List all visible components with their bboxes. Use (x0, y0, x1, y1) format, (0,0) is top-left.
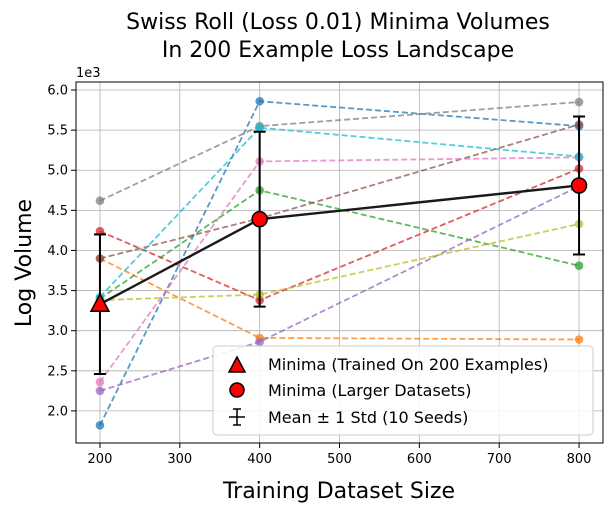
series-point (95, 226, 105, 236)
y-scale-label: 1e3 (76, 66, 101, 81)
legend-entry-train: Minima (Trained On 200 Examples) (268, 355, 548, 374)
x-tick-label: 800 (567, 452, 592, 467)
legend-box (212, 345, 594, 436)
legend-entry-larger: Minima (Larger Datasets) (268, 381, 471, 400)
series-point (255, 123, 264, 133)
x-axis-label: Training Dataset Size (222, 479, 455, 504)
x-tick-label: 700 (487, 452, 512, 467)
x-tick-label: 400 (247, 452, 272, 467)
y-tick-label: 4.0 (47, 244, 68, 259)
legend-errorbar-marker (229, 408, 245, 426)
y-tick-label: 2.5 (47, 364, 68, 379)
series-point (95, 196, 105, 206)
series-point (574, 335, 584, 344)
x-tick-label: 300 (167, 452, 192, 467)
mean-marker-train (89, 292, 111, 312)
y-tick-label: 3.0 (47, 324, 68, 339)
title-line-1: Swiss Roll (Loss 0.01) Minima Volumes (126, 10, 550, 35)
series-line (99, 126, 580, 298)
y-tick-label: 4.5 (47, 204, 68, 219)
x-tick-label: 200 (88, 452, 113, 467)
legend-entry-mean: Mean ± 1 Std (10 Seeds) (268, 408, 468, 427)
series-point (95, 377, 105, 387)
legend-triangle-marker (227, 355, 247, 373)
series-point (255, 337, 264, 347)
series-point (574, 261, 584, 271)
series-point (95, 421, 105, 430)
y-tick-label: 6.0 (47, 84, 68, 99)
legend: Minima (Trained On 200 Examples) Minima … (212, 345, 594, 436)
chart-title: Swiss Roll (Loss 0.01) Minima Volumes In… (126, 10, 550, 63)
title-line-2: In 200 Example Loss Landscape (162, 38, 514, 63)
x-tick-label: 600 (407, 452, 432, 467)
series-point (574, 97, 584, 107)
x-ticks: 200 300 400 500 600 700 800 (88, 443, 592, 467)
y-tick-label: 5.0 (47, 164, 68, 179)
legend-circle-marker (229, 382, 245, 398)
y-tick-label: 2.0 (47, 404, 68, 419)
series-point (95, 386, 105, 396)
x-tick-label: 500 (327, 452, 352, 467)
mean-marker-larger (251, 210, 268, 228)
mean-marker-larger (570, 177, 588, 194)
series-line (99, 257, 580, 341)
y-axis-label: Log Volume (12, 199, 37, 327)
y-tick-label: 3.5 (47, 284, 68, 299)
y-ticks: 2.0 2.5 3.0 3.5 4.0 4.5 5.0 5.5 6.0 (47, 84, 76, 419)
mean-layer (89, 115, 588, 376)
series-point (255, 96, 264, 106)
y-tick-label: 5.5 (47, 124, 68, 139)
